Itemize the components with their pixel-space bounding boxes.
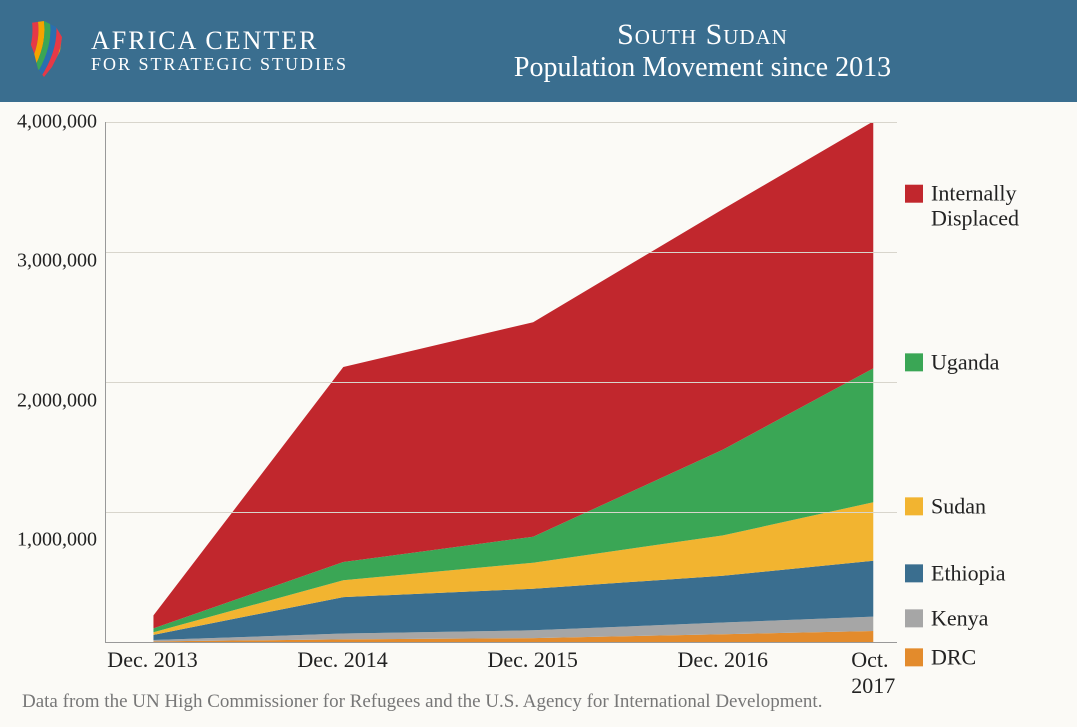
org-text: AFRICA CENTER FOR STRATEGIC STUDIES xyxy=(91,27,348,75)
x-tick-label: Dec. 2015 xyxy=(487,647,577,673)
y-tick-label: 4,000,000 xyxy=(17,111,97,134)
y-tick-label: 2,000,000 xyxy=(17,389,97,412)
legend-swatch-icon xyxy=(905,498,923,516)
y-axis: 1,000,0002,000,0003,000,0004,000,000 xyxy=(10,122,105,679)
legend-label: Kenya xyxy=(931,605,988,630)
legend-item-kenya: Kenya xyxy=(905,605,988,630)
source-text: Data from the UN High Commissioner for R… xyxy=(0,679,1077,727)
plot xyxy=(105,122,897,643)
legend-label: DRC xyxy=(931,644,976,669)
africa-logo-icon xyxy=(20,17,76,86)
chart-title: South Sudan xyxy=(348,18,1057,52)
x-axis: Dec. 2013Dec. 2014Dec. 2015Dec. 2016Oct.… xyxy=(105,643,897,679)
chart-subtitle: Population Movement since 2013 xyxy=(348,52,1057,84)
gridline xyxy=(106,122,897,123)
legend-label: Uganda xyxy=(931,349,999,374)
legend-label: Ethiopia xyxy=(931,561,1006,586)
header: AFRICA CENTER FOR STRATEGIC STUDIES Sout… xyxy=(0,0,1077,102)
logo-block: AFRICA CENTER FOR STRATEGIC STUDIES xyxy=(20,17,348,86)
legend-item-ethiopia: Ethiopia xyxy=(905,561,1006,586)
gridline xyxy=(106,252,897,253)
legend-item-uganda: Uganda xyxy=(905,349,999,374)
chart-area: 1,000,000 2,000,000 3,000,000 4,000,000 Dec… xyxy=(0,102,1077,679)
legend-swatch-icon xyxy=(905,565,923,583)
legend-swatch-icon xyxy=(905,184,923,202)
x-tick-label: Dec. 2014 xyxy=(297,647,387,673)
org-sub: FOR STRATEGIC STUDIES xyxy=(91,55,348,75)
x-tick-label: Oct. 2017 xyxy=(851,647,895,699)
legend: Internally Displaced Uganda Sudan Ethiopia K… xyxy=(897,122,1067,679)
gridline xyxy=(106,512,897,513)
gridline xyxy=(106,382,897,383)
y-tick-label: 1,000,000 xyxy=(17,528,97,551)
y-tick-label: 3,000,000 xyxy=(17,250,97,273)
org-name: AFRICA CENTER xyxy=(91,27,348,56)
title-block: South Sudan Population Movement since 20… xyxy=(348,18,1057,84)
x-tick-label: Dec. 2016 xyxy=(678,647,768,673)
x-tick-label: Dec. 2013 xyxy=(107,647,197,673)
legend-item-drc: DRC xyxy=(905,644,976,669)
legend-swatch-icon xyxy=(905,609,923,627)
legend-label: Sudan xyxy=(931,494,986,519)
legend-swatch-icon xyxy=(905,648,923,666)
legend-item-idp: Internally Displaced xyxy=(905,180,1067,231)
legend-label: Internally Displaced xyxy=(931,180,1067,231)
legend-item-sudan: Sudan xyxy=(905,494,986,519)
legend-swatch-icon xyxy=(905,353,923,371)
